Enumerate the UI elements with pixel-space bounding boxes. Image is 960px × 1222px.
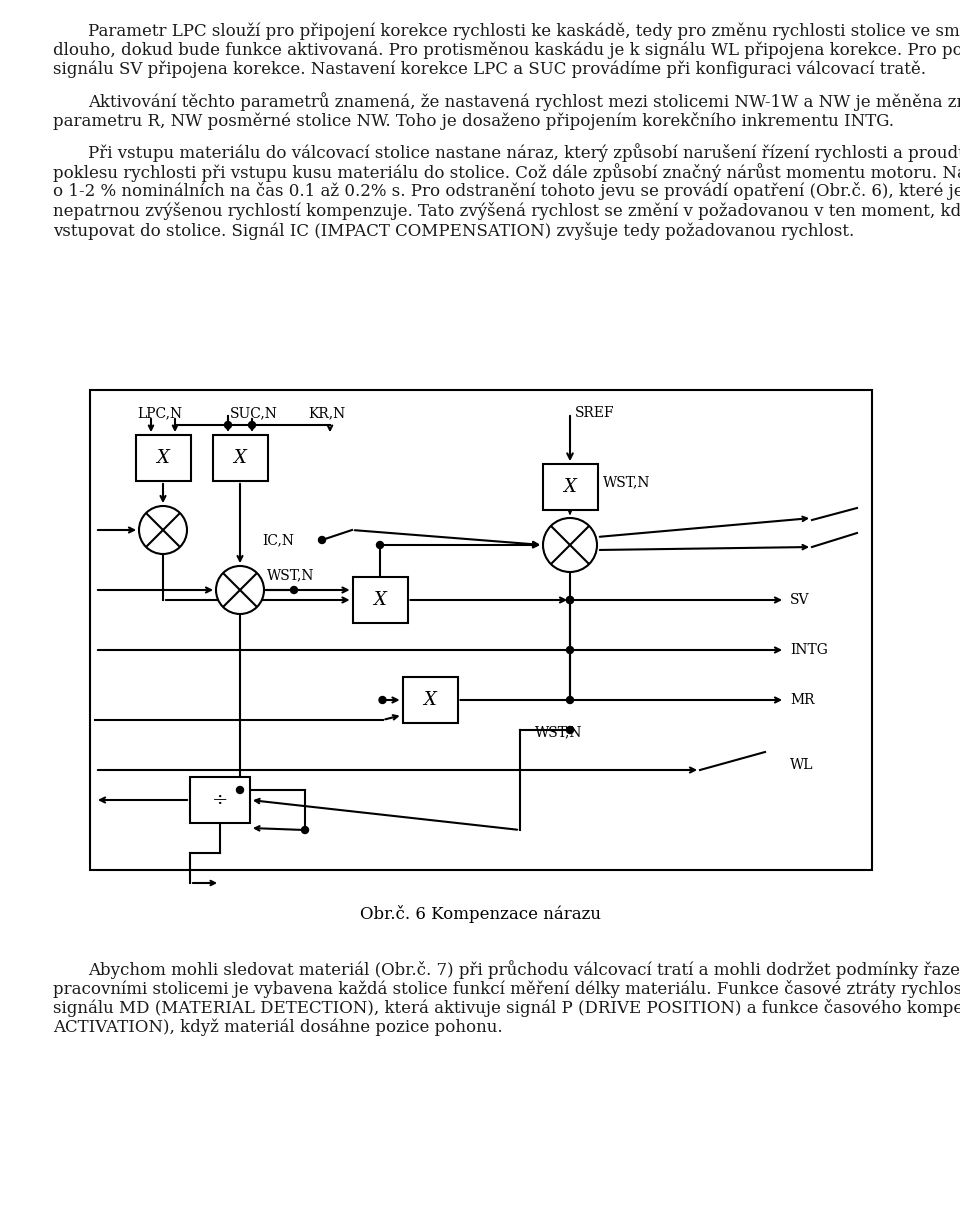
Text: signálu MD (MATERIAL DETECTION), která aktivuje signál P (DRIVE POSITION) a funk: signálu MD (MATERIAL DETECTION), která a… xyxy=(53,1000,960,1017)
Text: IC,N: IC,N xyxy=(262,533,294,547)
Circle shape xyxy=(543,518,597,572)
Circle shape xyxy=(249,422,255,429)
Bar xyxy=(402,677,458,723)
Circle shape xyxy=(376,541,383,549)
Text: SUC,N: SUC,N xyxy=(230,406,277,420)
Circle shape xyxy=(319,536,325,544)
Text: Abychom mohli sledovat materiál (Obr.č. 7) při průchodu válcovací tratí a mohli : Abychom mohli sledovat materiál (Obr.č. … xyxy=(88,960,960,979)
Bar xyxy=(212,435,268,481)
Text: WL: WL xyxy=(790,758,813,772)
Bar xyxy=(190,777,250,822)
Circle shape xyxy=(139,506,187,554)
Bar xyxy=(90,390,872,870)
Text: SV: SV xyxy=(790,593,809,607)
Bar xyxy=(542,464,597,510)
Bar xyxy=(352,577,407,623)
Text: dlouho, dokud bude funkce aktivovaná. Pro protisměnou kaskádu je k signálu WL př: dlouho, dokud bude funkce aktivovaná. Pr… xyxy=(53,42,960,59)
Circle shape xyxy=(379,697,386,704)
Circle shape xyxy=(566,596,573,604)
Text: X: X xyxy=(233,448,247,467)
Text: o 1-2 % nominálních na čas 0.1 až 0.2% s. Pro odstranění tohoto jevu se provádí : o 1-2 % nominálních na čas 0.1 až 0.2% s… xyxy=(53,182,960,200)
Text: pracovními stolicemi je vybavena každá stolice funkcí měření délky materiálu. Fu: pracovními stolicemi je vybavena každá s… xyxy=(53,980,960,997)
Text: ACTIVATION), když materiál dosáhne pozice pohonu.: ACTIVATION), když materiál dosáhne pozic… xyxy=(53,1018,503,1036)
Text: WST,N: WST,N xyxy=(535,725,583,739)
Text: ÷: ÷ xyxy=(212,791,228,809)
Text: INTG: INTG xyxy=(790,643,828,657)
Circle shape xyxy=(566,596,573,604)
Circle shape xyxy=(216,566,264,613)
Text: signálu SV připojena korekce. Nastavení korekce LPC a SUC provádíme při konfigur: signálu SV připojena korekce. Nastavení … xyxy=(53,61,926,78)
Circle shape xyxy=(291,587,298,594)
Circle shape xyxy=(566,646,573,654)
Text: X: X xyxy=(564,478,576,496)
Text: X: X xyxy=(156,448,169,467)
Circle shape xyxy=(566,727,573,733)
Text: Při vstupu materiálu do válcovací stolice nastane náraz, který způsobí narušení : Při vstupu materiálu do válcovací stolic… xyxy=(88,143,960,163)
Text: WST,N: WST,N xyxy=(603,475,650,489)
Text: MR: MR xyxy=(790,693,814,708)
Circle shape xyxy=(225,422,231,429)
Bar xyxy=(135,435,190,481)
Text: Parametr LPC slouží pro připojení korekce rychlosti ke kaskádě, tedy pro změnu r: Parametr LPC slouží pro připojení korekc… xyxy=(88,22,960,39)
Text: SREF: SREF xyxy=(575,406,614,420)
Text: WST,N: WST,N xyxy=(267,568,315,582)
Text: Obr.č. 6 Kompenzace nárazu: Obr.č. 6 Kompenzace nárazu xyxy=(361,906,602,923)
Text: X: X xyxy=(373,591,387,609)
Text: poklesu rychlosti při vstupu kusu materiálu do stolice. Což dále způsobí značný : poklesu rychlosti při vstupu kusu materi… xyxy=(53,163,960,182)
Text: nepatrnou zvýšenou rychlostí kompenzuje. Tato zvýšená rychlost se změní v požado: nepatrnou zvýšenou rychlostí kompenzuje.… xyxy=(53,202,960,220)
Text: Aktivování těchto parametrů znamená, že nastavená rychlost mezi stolicemi NW-1W : Aktivování těchto parametrů znamená, že … xyxy=(88,93,960,111)
Circle shape xyxy=(301,826,308,833)
Text: KR,N: KR,N xyxy=(308,406,346,420)
Text: X: X xyxy=(423,690,437,709)
Text: vstupovat do stolice. Signál IC (IMPACT COMPENSATION) zvyšuje tedy požadovanou r: vstupovat do stolice. Signál IC (IMPACT … xyxy=(53,221,854,240)
Circle shape xyxy=(566,697,573,704)
Text: parametru R, NW posměrné stolice NW. Toho je dosaženo připojením korekčního inkr: parametru R, NW posměrné stolice NW. Toh… xyxy=(53,112,894,130)
Circle shape xyxy=(236,787,244,793)
Text: LPC,N: LPC,N xyxy=(137,406,182,420)
